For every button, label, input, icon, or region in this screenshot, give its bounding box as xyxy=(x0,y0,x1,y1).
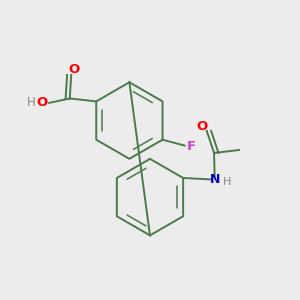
Text: H: H xyxy=(26,96,35,109)
Text: F: F xyxy=(187,140,196,153)
Text: O: O xyxy=(68,63,80,76)
Text: O: O xyxy=(197,120,208,133)
Text: N: N xyxy=(209,173,220,186)
Text: O: O xyxy=(36,96,47,109)
Text: H: H xyxy=(223,177,232,188)
